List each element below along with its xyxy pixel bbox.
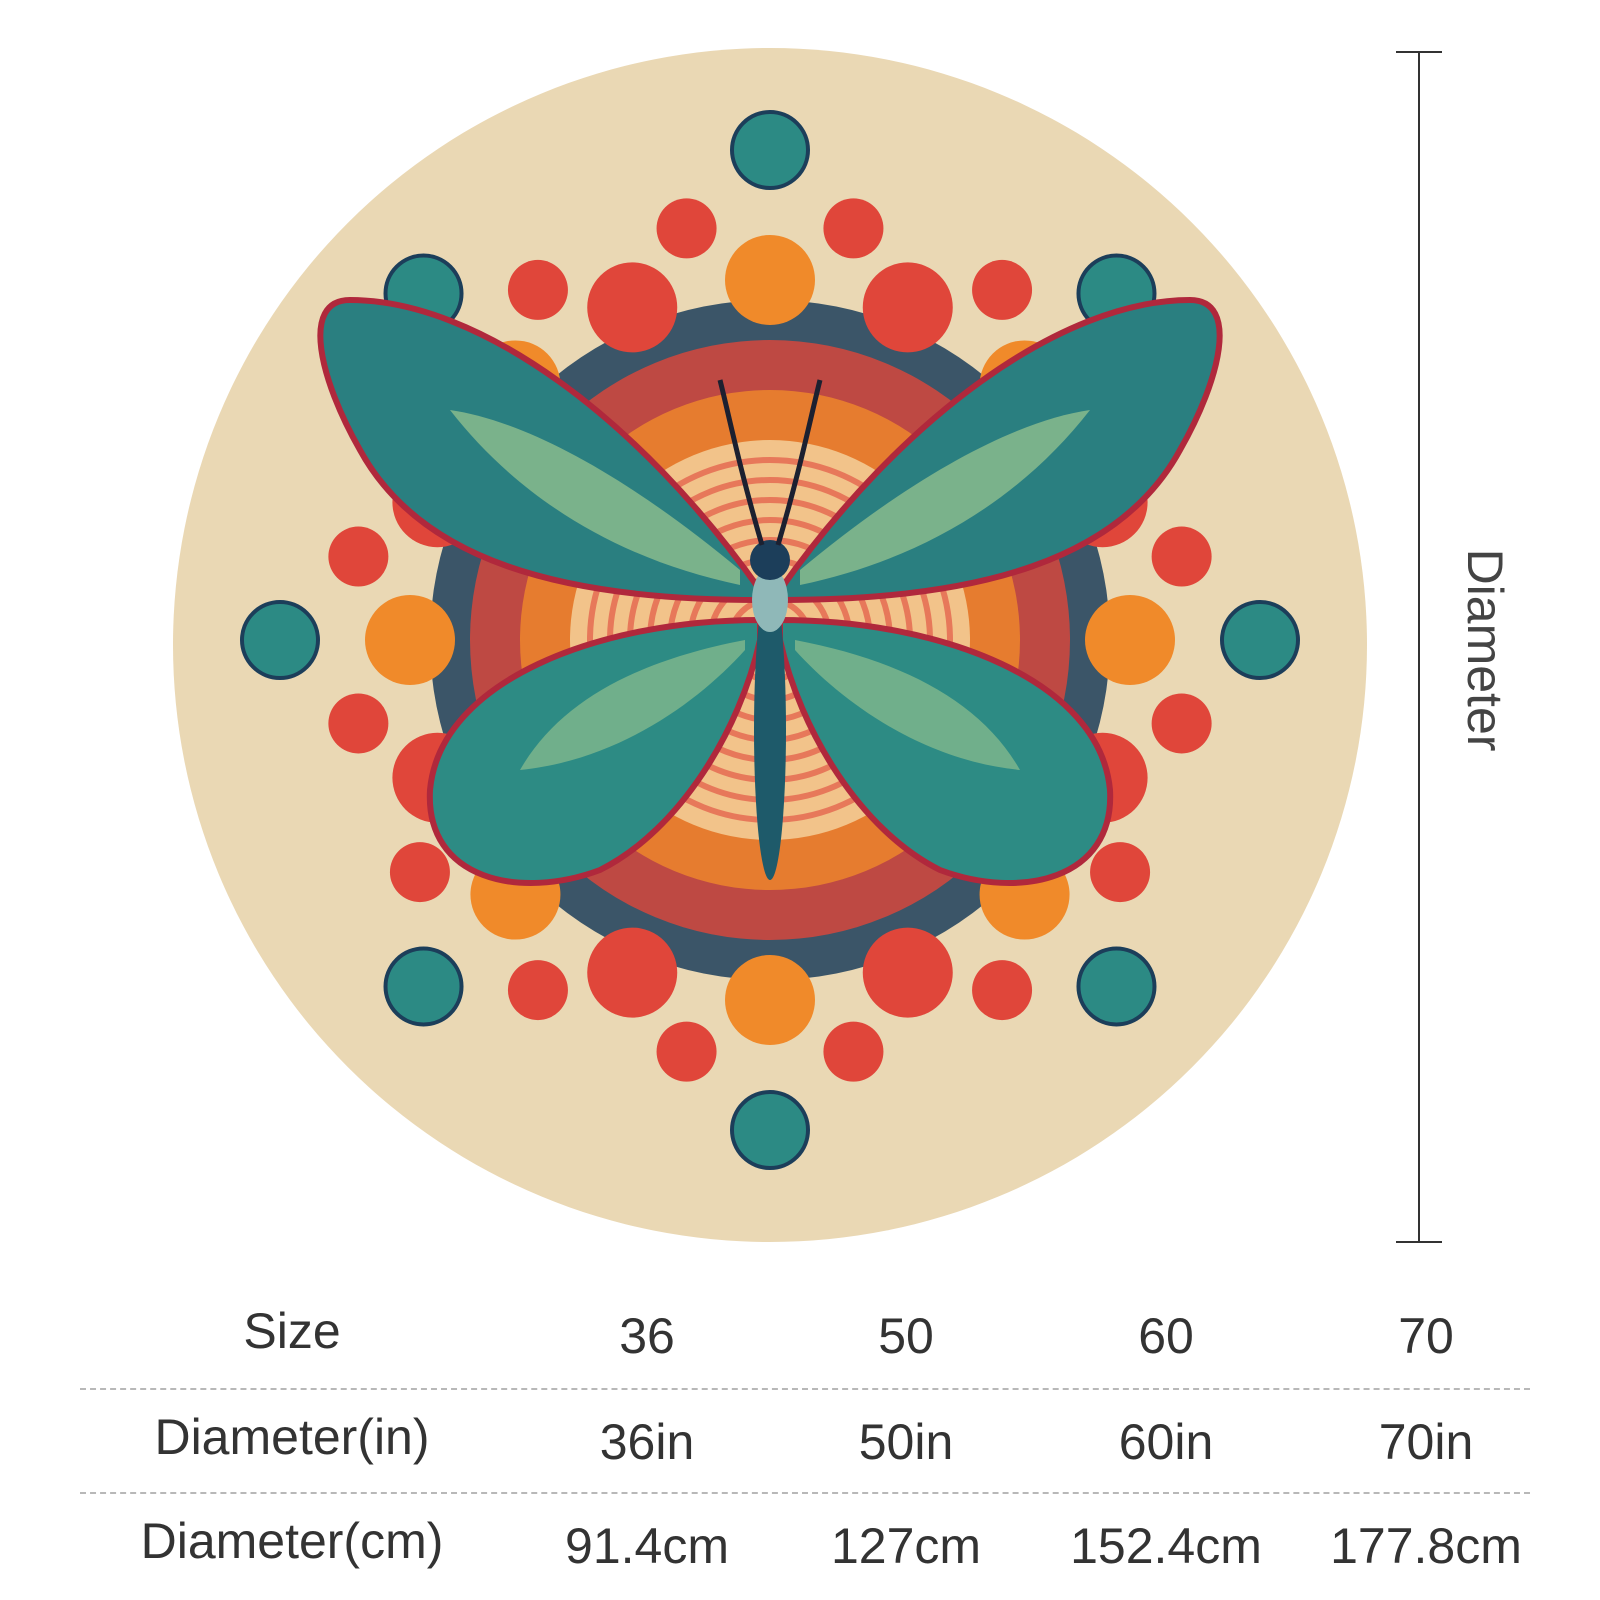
row-label: Diameter(in) bbox=[154, 1409, 430, 1465]
row-divider bbox=[80, 1388, 1530, 1390]
row-divider bbox=[80, 1492, 1530, 1494]
cell: 127cm bbox=[830, 1518, 982, 1574]
diameter-line-bottom-cap bbox=[1396, 1241, 1442, 1243]
cell: 36 bbox=[619, 1308, 675, 1364]
cell: 177.8cm bbox=[1330, 1518, 1522, 1574]
diameter-label: Diameter bbox=[1457, 548, 1513, 752]
butterfly bbox=[317, 296, 1223, 886]
cell: 50in bbox=[858, 1414, 954, 1470]
cell: 36in bbox=[599, 1414, 695, 1470]
cell: 50 bbox=[878, 1308, 934, 1364]
row-label: Diameter(cm) bbox=[140, 1513, 444, 1569]
cell: 60 bbox=[1138, 1308, 1194, 1364]
butterfly-mandala-rug-image bbox=[173, 48, 1367, 1242]
cell: 70in bbox=[1378, 1414, 1474, 1470]
diameter-measure-line bbox=[1418, 52, 1420, 1242]
diameter-in-row: Diameter(in) 36in 50in 60in 70in bbox=[0, 1408, 1600, 1488]
cell: 152.4cm bbox=[1070, 1518, 1262, 1574]
diameter-line-top-cap bbox=[1396, 51, 1442, 53]
cell: 91.4cm bbox=[565, 1518, 729, 1574]
row-label: Size bbox=[243, 1303, 341, 1359]
size-row: Size 36 50 60 70 bbox=[0, 1302, 1600, 1382]
cell: 70 bbox=[1398, 1308, 1454, 1364]
diameter-cm-row: Diameter(cm) 91.4cm 127cm 152.4cm 177.8c… bbox=[0, 1512, 1600, 1592]
cell: 60in bbox=[1118, 1414, 1214, 1470]
